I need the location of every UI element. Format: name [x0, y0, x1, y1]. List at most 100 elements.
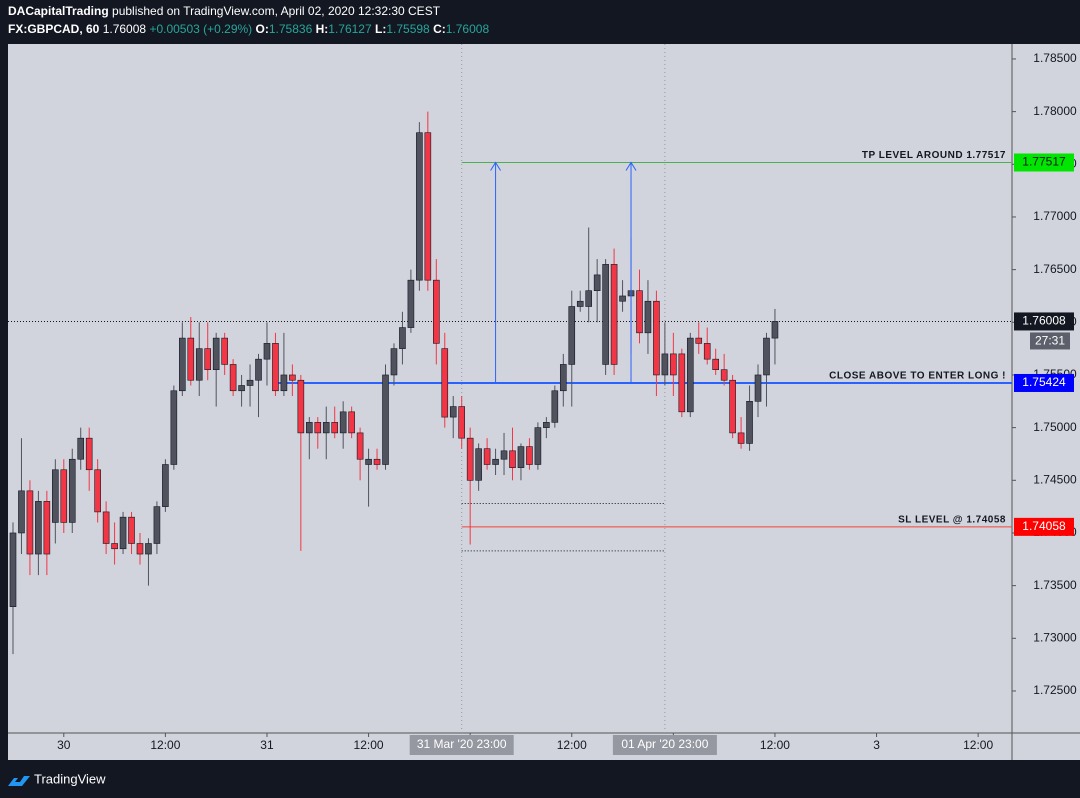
candle-body — [35, 501, 42, 555]
candle-body — [670, 353, 677, 376]
candle-body — [204, 348, 212, 370]
candle-body — [686, 337, 694, 413]
y-tick-label: 1.76500 — [1033, 262, 1077, 276]
candle-body — [602, 264, 609, 365]
candle-body — [43, 501, 51, 555]
candle-body — [407, 279, 415, 328]
x-tick-label: 12:00 — [557, 738, 587, 752]
candle-body — [373, 458, 381, 465]
candle-body — [644, 300, 652, 334]
range-tag-label: 01 Apr '20 23:00 — [621, 737, 708, 751]
candle-body — [60, 469, 68, 523]
candle-body — [576, 300, 584, 307]
candle-body — [136, 543, 144, 555]
candle-body — [416, 132, 423, 281]
candle-body — [534, 427, 542, 465]
candle-body — [162, 464, 169, 507]
x-tick-label: 12:00 — [963, 738, 993, 752]
price-tag — [1014, 373, 1074, 392]
candle-body — [746, 400, 753, 444]
candle-body — [517, 446, 525, 468]
y-tick-label: 1.72500 — [1033, 683, 1077, 697]
candle-body — [703, 343, 711, 360]
candle-body — [466, 437, 474, 481]
candle-body — [543, 422, 550, 428]
arrow-head — [490, 161, 501, 171]
candle-body — [68, 458, 76, 523]
candle-body — [365, 458, 372, 465]
candle-body — [195, 348, 203, 381]
candle-body — [179, 337, 186, 392]
candle-body — [559, 364, 567, 392]
candle-body — [737, 432, 745, 444]
range-tag — [612, 735, 717, 755]
x-tick-label: 31 — [260, 738, 274, 752]
candle-body — [221, 337, 228, 365]
published: published on TradingView.com, April 02, … — [112, 4, 441, 18]
candle-body — [441, 348, 449, 418]
candle-body — [348, 411, 355, 434]
c: 1.76008 — [446, 22, 490, 36]
pane — [8, 44, 1080, 760]
candle-body — [280, 374, 288, 392]
candle-body — [331, 422, 339, 434]
candle-body — [94, 469, 101, 513]
brand: TradingView — [34, 771, 106, 786]
candle-body — [339, 411, 347, 434]
x-tick-label: 30 — [57, 738, 71, 752]
y-tick-label: 1.77000 — [1033, 209, 1077, 223]
candle-body — [85, 437, 93, 471]
candle-body — [551, 390, 559, 423]
candle-body — [475, 448, 482, 481]
c-label: C: — [433, 22, 446, 36]
candle-body — [720, 369, 728, 381]
candle-body — [653, 300, 660, 376]
candle-body — [187, 337, 195, 381]
candle-body — [128, 516, 135, 544]
candle-body — [52, 469, 59, 523]
price-tag — [1014, 312, 1074, 331]
author: DACapitalTrading — [8, 4, 109, 18]
candle-body — [289, 374, 296, 381]
candle-body — [695, 337, 703, 344]
price-tag — [1014, 517, 1074, 536]
level-label: CLOSE ABOVE TO ENTER LONG ! — [829, 371, 1006, 382]
y-tick-label: 1.75000 — [1033, 420, 1077, 434]
candle-body — [483, 448, 491, 465]
o: 1.75836 — [269, 22, 313, 36]
level-label: SL LEVEL @ 1.74058 — [898, 514, 1006, 525]
candle-body — [661, 353, 669, 376]
o-label: O: — [256, 22, 269, 36]
candle-body — [145, 543, 152, 555]
candle-body — [26, 490, 34, 555]
arrow-head — [625, 161, 637, 171]
candle-body — [712, 358, 719, 370]
candle-body — [754, 374, 762, 402]
h-label: H: — [316, 22, 329, 36]
x-tick-label: 12:00 — [150, 738, 180, 752]
candle-body — [458, 406, 466, 439]
candle-body — [170, 390, 178, 465]
candle-body — [399, 327, 406, 349]
candle-body — [229, 364, 237, 392]
y-tick-label: 1.78000 — [1033, 104, 1077, 118]
candle-body — [102, 511, 110, 544]
last: 1.76008 — [103, 22, 147, 36]
candle-body — [568, 306, 576, 365]
candle-body — [729, 379, 736, 434]
y-tick-label: 1.73000 — [1033, 630, 1077, 644]
symbol: FX:GBPCAD, 60 — [8, 22, 100, 36]
price-tag-label: 1.74058 — [1022, 519, 1066, 533]
l-label: L: — [375, 22, 386, 36]
y-tick-label: 1.73500 — [1033, 578, 1077, 592]
candle-body — [500, 450, 508, 460]
candle-body — [238, 385, 245, 392]
candle-body — [424, 132, 432, 281]
countdown-tag — [1030, 332, 1070, 350]
x-tick-label: 3 — [873, 738, 880, 752]
candle-body — [390, 348, 398, 376]
candle-body — [119, 516, 127, 550]
candle-body — [212, 337, 220, 370]
